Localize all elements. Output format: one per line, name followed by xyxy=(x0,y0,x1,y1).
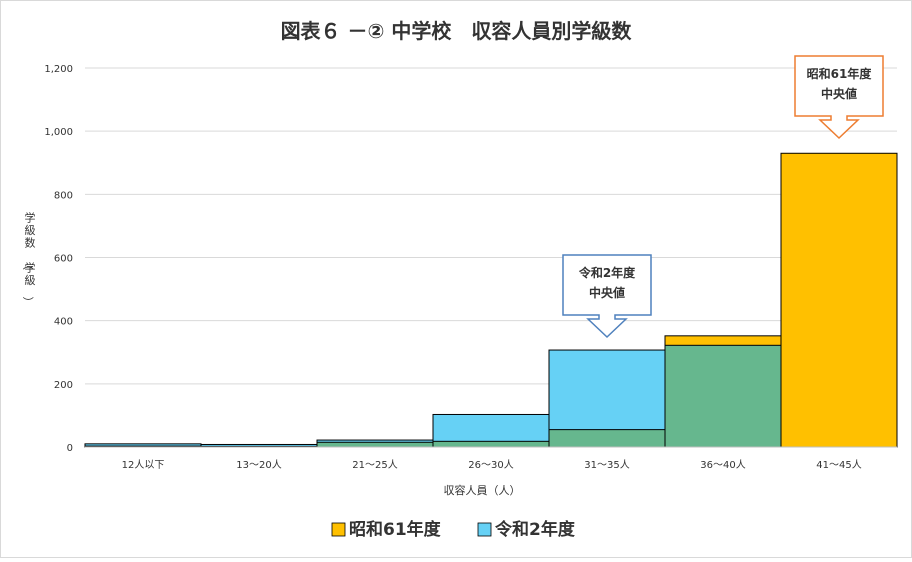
callout-box xyxy=(794,55,884,140)
x-tick-label: 13～20人 xyxy=(236,459,281,471)
legend-swatch xyxy=(331,522,346,537)
callout-text: 令和2年度 xyxy=(578,265,636,280)
x-axis-label: 収容人員（人） xyxy=(444,483,521,497)
bar-overlap-3 xyxy=(432,440,550,448)
bar-overlap-2 xyxy=(316,441,434,448)
callout-text: 中央値 xyxy=(589,285,625,300)
callout-text: 昭和61年度 xyxy=(807,66,873,81)
legend-label: 昭和61年度 xyxy=(349,519,442,540)
y-tick-label: 600 xyxy=(54,254,73,265)
y-tick-label: 1,000 xyxy=(44,127,73,138)
y-tick-label: 0 xyxy=(67,443,73,454)
bar-s61-6 xyxy=(780,152,898,448)
legend-swatch xyxy=(477,522,492,537)
legend: 昭和61年度 令和2年度 xyxy=(331,519,576,540)
x-tick-label: 41～45人 xyxy=(816,459,861,471)
y-tick-label: 800 xyxy=(54,190,73,201)
bar-overlap-4 xyxy=(548,429,666,448)
x-tick-label: 26～30人 xyxy=(468,459,513,471)
y-tick-labels: 0 200 400 600 800 1,000 1,200 xyxy=(44,64,73,454)
x-tick-label: 12人以下 xyxy=(122,459,165,471)
x-tick-label: 21～25人 xyxy=(352,459,397,471)
x-tick-label: 31～35人 xyxy=(584,459,629,471)
bars xyxy=(84,152,898,448)
callout-text: 中央値 xyxy=(821,86,857,101)
x-tick-label: 36～40人 xyxy=(700,459,745,471)
y-tick-label: 400 xyxy=(54,317,73,328)
y-tick-label: 1,200 xyxy=(44,64,73,75)
callout-box xyxy=(562,254,652,339)
y-tick-label: 200 xyxy=(54,380,73,391)
bar-overlap-5 xyxy=(664,344,782,448)
y-axis-label: 学級数（学級） xyxy=(22,211,36,308)
x-tick-labels: 12人以下 13～20人 21～25人 26～30人 31～35人 36～40人 41～45… xyxy=(122,459,862,471)
legend-label: 令和2年度 xyxy=(495,519,576,540)
chart-title: 図表６ －② 中学校 収容人員別学級数 xyxy=(281,19,633,43)
